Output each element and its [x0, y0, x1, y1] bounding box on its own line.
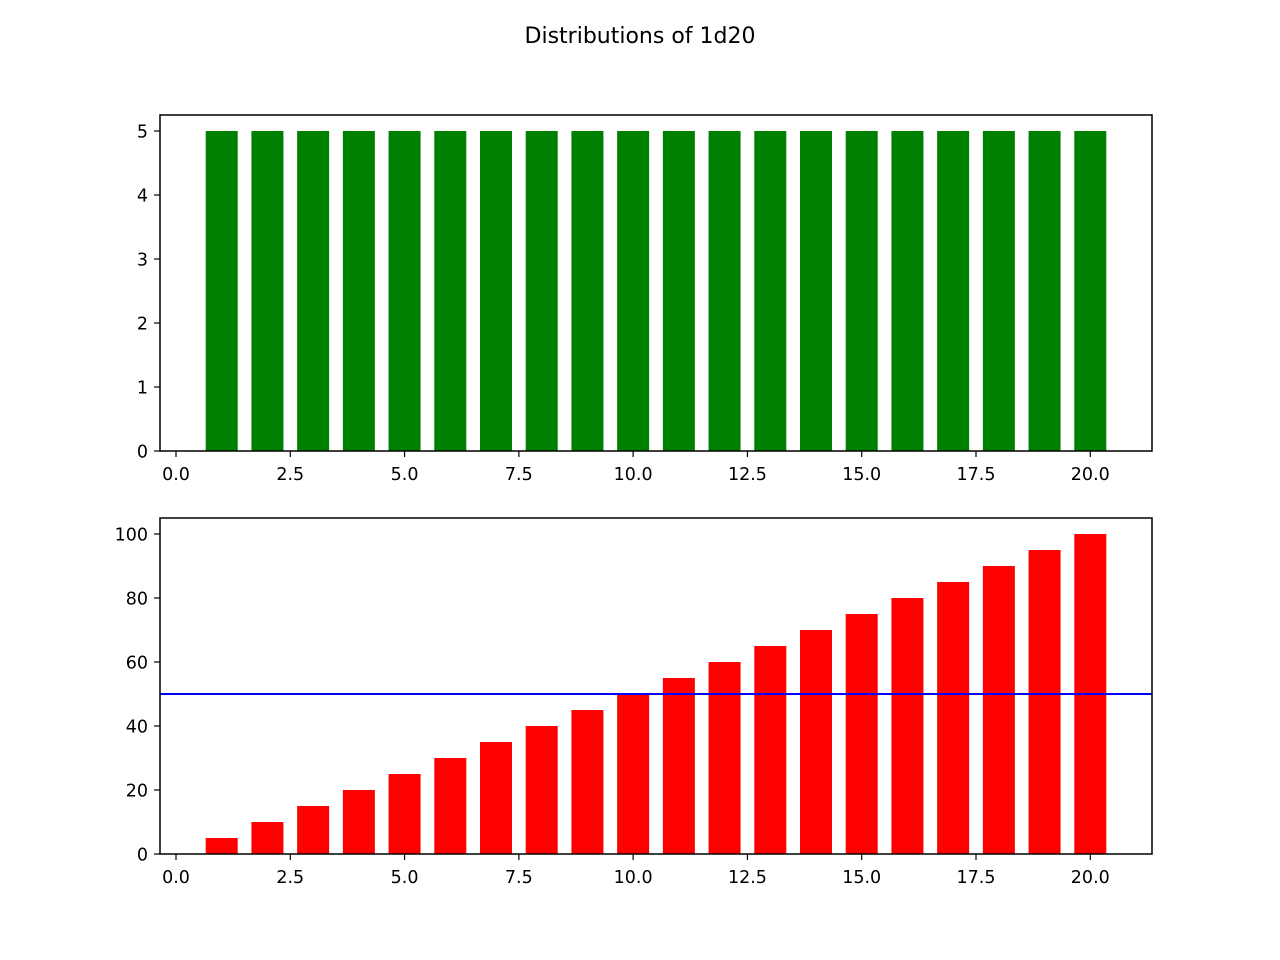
bar-10: [617, 694, 650, 854]
bar-12: [708, 662, 741, 854]
bar-11: [662, 678, 695, 854]
x-tick-label: 2.5: [276, 868, 304, 888]
x-tick-label: 0.0: [162, 868, 190, 888]
y-tick-label: 3: [137, 251, 148, 271]
y-tick-label: 60: [126, 654, 148, 674]
bar-10: [617, 131, 650, 451]
uniform-distribution-plot: 0.0 2.5 5.0 7.5 10.0 12.5 15.0 17.5 20.0 0 1 2 3 4 5: [137, 114, 1153, 485]
bar-16: [891, 598, 924, 854]
figure-title: Distributions of 1d20: [525, 24, 756, 49]
bar-9: [571, 131, 604, 451]
bar-6: [434, 758, 467, 854]
bar-17: [937, 582, 970, 854]
cumulative-distribution-plot: 0.0 2.5 5.0 7.5 10.0 12.5 15.0 17.5 20.0 0 20 40 60 8…: [115, 517, 1153, 888]
y-tick-label: 1: [137, 379, 148, 399]
x-tick-label: 12.5: [728, 868, 767, 888]
bar-15: [845, 614, 878, 854]
y-tick-label: 0: [137, 846, 148, 866]
x-tick-label: 2.5: [276, 465, 304, 485]
y-tick-label: 40: [126, 718, 148, 738]
bar-7: [480, 742, 512, 854]
y-tick-label: 5: [137, 123, 148, 143]
bar-8: [525, 131, 558, 451]
bar-19: [1028, 550, 1061, 854]
x-tick-label: 7.5: [505, 868, 533, 888]
bar-14: [800, 131, 832, 451]
bar-1: [205, 838, 238, 854]
bar-18: [982, 131, 1015, 451]
bar-14: [800, 630, 832, 854]
bar-3: [297, 131, 330, 451]
bar-4: [342, 131, 375, 451]
x-tick-label: 12.5: [728, 465, 767, 485]
bar-7: [480, 131, 512, 451]
y-tick-label: 80: [126, 590, 148, 610]
y-tick-label: 100: [115, 526, 148, 546]
bar-8: [525, 726, 558, 854]
x-tick-label: 5.0: [391, 465, 419, 485]
bar-16: [891, 131, 924, 451]
x-tick-label: 17.5: [957, 465, 996, 485]
y-tick-label: 2: [137, 315, 148, 335]
bar-12: [708, 131, 741, 451]
x-tick-label: 20.0: [1071, 465, 1110, 485]
x-tick-label: 0.0: [162, 465, 190, 485]
bar-17: [937, 131, 970, 451]
x-tick-label: 15.0: [842, 868, 881, 888]
y-tick-label: 4: [137, 187, 148, 207]
bar-18: [982, 566, 1015, 854]
bar-4: [342, 790, 375, 854]
axes-frame: [159, 114, 1153, 452]
bar-9: [571, 710, 604, 854]
bar-3: [297, 806, 330, 854]
bar-2: [251, 822, 284, 854]
axes-frame: [159, 517, 1153, 855]
y-tick-label: 20: [126, 782, 148, 802]
x-tick-label: 7.5: [505, 465, 533, 485]
bar-19: [1028, 131, 1061, 451]
bar-1: [205, 131, 238, 451]
bar-5: [388, 131, 421, 451]
bar-6: [434, 131, 467, 451]
bar-13: [754, 646, 787, 854]
x-tick-label: 5.0: [391, 868, 419, 888]
x-tick-label: 20.0: [1071, 868, 1110, 888]
bar-2: [251, 131, 284, 451]
x-tick-label: 17.5: [957, 868, 996, 888]
bar-15: [845, 131, 878, 451]
bar-11: [662, 131, 695, 451]
x-tick-label: 15.0: [842, 465, 881, 485]
y-tick-label: 0: [137, 443, 148, 463]
x-tick-label: 10.0: [614, 465, 653, 485]
bar-5: [388, 774, 421, 854]
x-tick-label: 10.0: [614, 868, 653, 888]
bar-13: [754, 131, 787, 451]
bar-20: [1074, 131, 1107, 451]
